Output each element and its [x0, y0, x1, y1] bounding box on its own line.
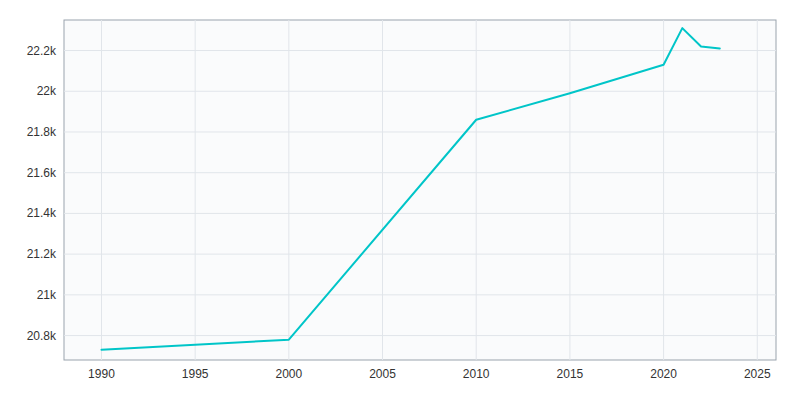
x-tick-label: 2020	[650, 367, 677, 381]
x-tick-label: 1990	[88, 367, 115, 381]
axes: 1990 1995 2000 2005 2010 2015 2020 2025 20.8k 21k…	[27, 44, 771, 381]
x-tick-label: 2000	[275, 367, 302, 381]
grid-line-x	[663, 20, 664, 360]
x-tick-label: 1995	[182, 367, 209, 381]
grid-line-y	[64, 50, 776, 51]
y-tick-label: 22.2k	[27, 44, 57, 58]
grid-line-y	[64, 91, 776, 92]
grid-line-x	[569, 20, 570, 360]
grid-line-x	[195, 20, 196, 360]
chart-container: 1990 1995 2000 2005 2010 2015 2020 2025 20.8k 21k…	[0, 0, 800, 400]
y-tick-label: 20.8k	[27, 329, 57, 343]
y-tick-label: 21.4k	[27, 206, 57, 220]
x-tick-label: 2025	[744, 367, 771, 381]
plot-frame	[64, 20, 776, 360]
chart: 1990 1995 2000 2005 2010 2015 2020 2025 20.8k 21k…	[0, 0, 800, 400]
y-tick-label: 21k	[37, 288, 57, 302]
x-tick-label: 2005	[369, 367, 396, 381]
grid-line-y	[64, 213, 776, 214]
grid-line-y	[64, 294, 776, 295]
grid-line-x	[476, 20, 477, 360]
grid-line-x	[101, 20, 102, 360]
grid-line-x	[288, 20, 289, 360]
x-tick-label: 2010	[463, 367, 490, 381]
grid-line-y	[64, 172, 776, 173]
grid-line-y	[64, 131, 776, 132]
x-tick-label: 2015	[557, 367, 584, 381]
grid-line-y	[64, 335, 776, 336]
y-tick-label: 21.8k	[27, 125, 57, 139]
grid-line-y	[64, 254, 776, 255]
grid-line-x	[382, 20, 383, 360]
y-tick-label: 22k	[37, 84, 57, 98]
y-tick-label: 21.2k	[27, 247, 57, 261]
series	[101, 28, 719, 350]
grid-line-x	[757, 20, 758, 360]
line	[101, 28, 719, 350]
y-tick-label: 21.6k	[27, 166, 57, 180]
grid	[64, 20, 776, 360]
